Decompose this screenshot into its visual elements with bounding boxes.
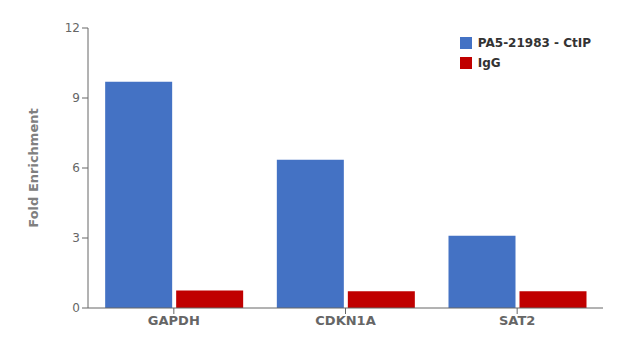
svg-text:SAT2: SAT2: [499, 313, 535, 328]
svg-text:3: 3: [72, 231, 80, 245]
svg-text:Fold Enrichment: Fold Enrichment: [26, 108, 41, 227]
svg-text:6: 6: [72, 161, 80, 175]
svg-text:0: 0: [72, 301, 80, 315]
svg-text:9: 9: [72, 91, 80, 105]
html-text:IgG: IgG: [477, 56, 501, 70]
html-text:PA5-21983 - CtIP: PA5-21983 - CtIP: [477, 36, 591, 50]
svg-text:GAPDH: GAPDH: [148, 313, 200, 328]
svg-text:12: 12: [65, 21, 80, 35]
svg-text:CDKN1A: CDKN1A: [315, 313, 375, 328]
